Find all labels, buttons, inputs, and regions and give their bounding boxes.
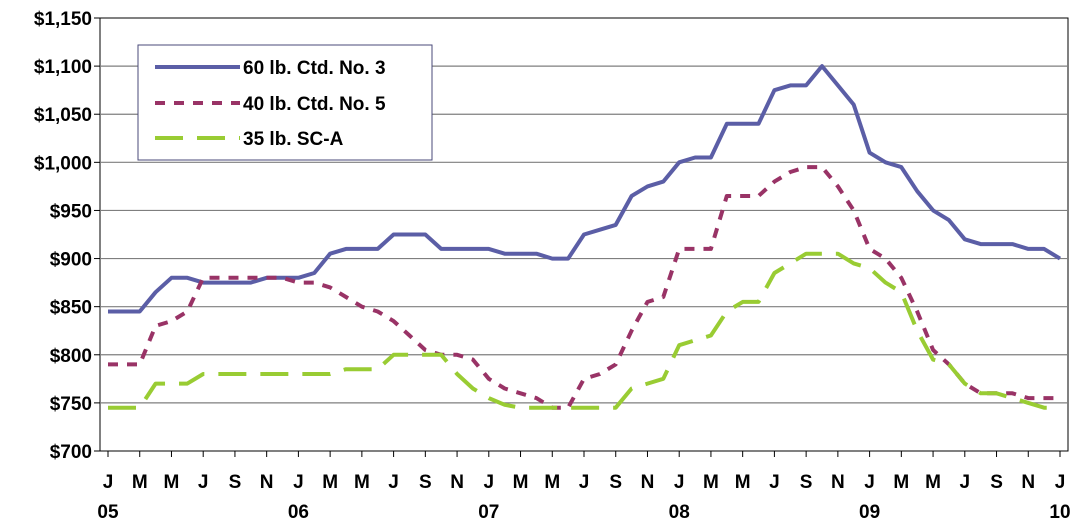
y-axis: $700 $750 $800 $850 $900 $950 $1,000 $1,050 $1,1… [34, 9, 100, 463]
x-month-label: J [484, 472, 495, 493]
x-month-label: N [1021, 472, 1035, 493]
y-tick-label: $900 [50, 250, 92, 271]
x-month-label: J [388, 472, 399, 493]
x-month-label: S [990, 472, 1003, 493]
x-month-label: J [864, 472, 875, 493]
x-month-label: S [609, 472, 622, 493]
x-month-label: S [229, 472, 242, 493]
x-month-label: M [544, 472, 560, 493]
x-month-label: J [579, 472, 590, 493]
x-month-label: M [164, 472, 180, 493]
x-year-label: 10 [1049, 502, 1070, 523]
x-year-label: 07 [478, 502, 499, 523]
x-month-label: M [735, 472, 751, 493]
series-line-3 [108, 251, 1060, 410]
legend-box [137, 44, 433, 161]
x-month-label: M [513, 472, 529, 493]
series-lines [108, 64, 1062, 410]
y-tick-label: $950 [50, 201, 92, 222]
legend-label-series-3: 35 lb. SC-A [243, 129, 344, 150]
x-month-label: J [198, 472, 209, 493]
x-month-label: M [925, 472, 941, 493]
y-tick-label: $800 [50, 346, 92, 367]
y-tick-label: $1,150 [34, 9, 92, 30]
legend-label-series-2: 40 lb. Ctd. No. 5 [243, 94, 386, 115]
x-month-label: M [893, 472, 909, 493]
x-month-label: M [703, 472, 719, 493]
legend-label-series-1: 60 lb. Ctd. No. 3 [243, 58, 386, 79]
gridlines [100, 65, 1068, 404]
x-month-label: M [354, 472, 370, 493]
series-line-2 [108, 165, 1060, 410]
x-month-label: M [132, 472, 148, 493]
x-month-label: J [960, 472, 971, 493]
y-tick-label: $700 [50, 442, 92, 463]
x-month-label: N [260, 472, 274, 493]
x-year-label: 08 [669, 502, 690, 523]
x-axis: J M M J S N J M M J S N J M M J S N J M M J S N J M M J S N J05 06 07 08 0… [97, 451, 1071, 523]
x-month-label: J [769, 472, 780, 493]
x-year-label: 09 [859, 502, 880, 523]
y-tick-label: $1,050 [34, 105, 92, 126]
y-tick-label: $850 [50, 298, 92, 319]
x-month-label: J [674, 472, 685, 493]
legend: 60 lb. Ctd. No. 3 40 lb. Ctd. No. 5 35 l… [137, 44, 433, 161]
x-month-label: N [641, 472, 655, 493]
x-year-label: 06 [288, 502, 309, 523]
x-month-label: N [450, 472, 464, 493]
x-month-label: N [831, 472, 845, 493]
x-month-label: J [103, 472, 114, 493]
y-tick-label: $1,100 [34, 57, 92, 78]
y-tick-label: $1,000 [34, 153, 92, 174]
y-tick-label: $750 [50, 394, 92, 415]
x-year-label: 05 [97, 502, 119, 523]
x-month-label: J [293, 472, 304, 493]
x-month-label: S [800, 472, 813, 493]
x-month-label: S [419, 472, 432, 493]
x-month-label: M [322, 472, 338, 493]
x-month-label: J [1055, 472, 1066, 493]
